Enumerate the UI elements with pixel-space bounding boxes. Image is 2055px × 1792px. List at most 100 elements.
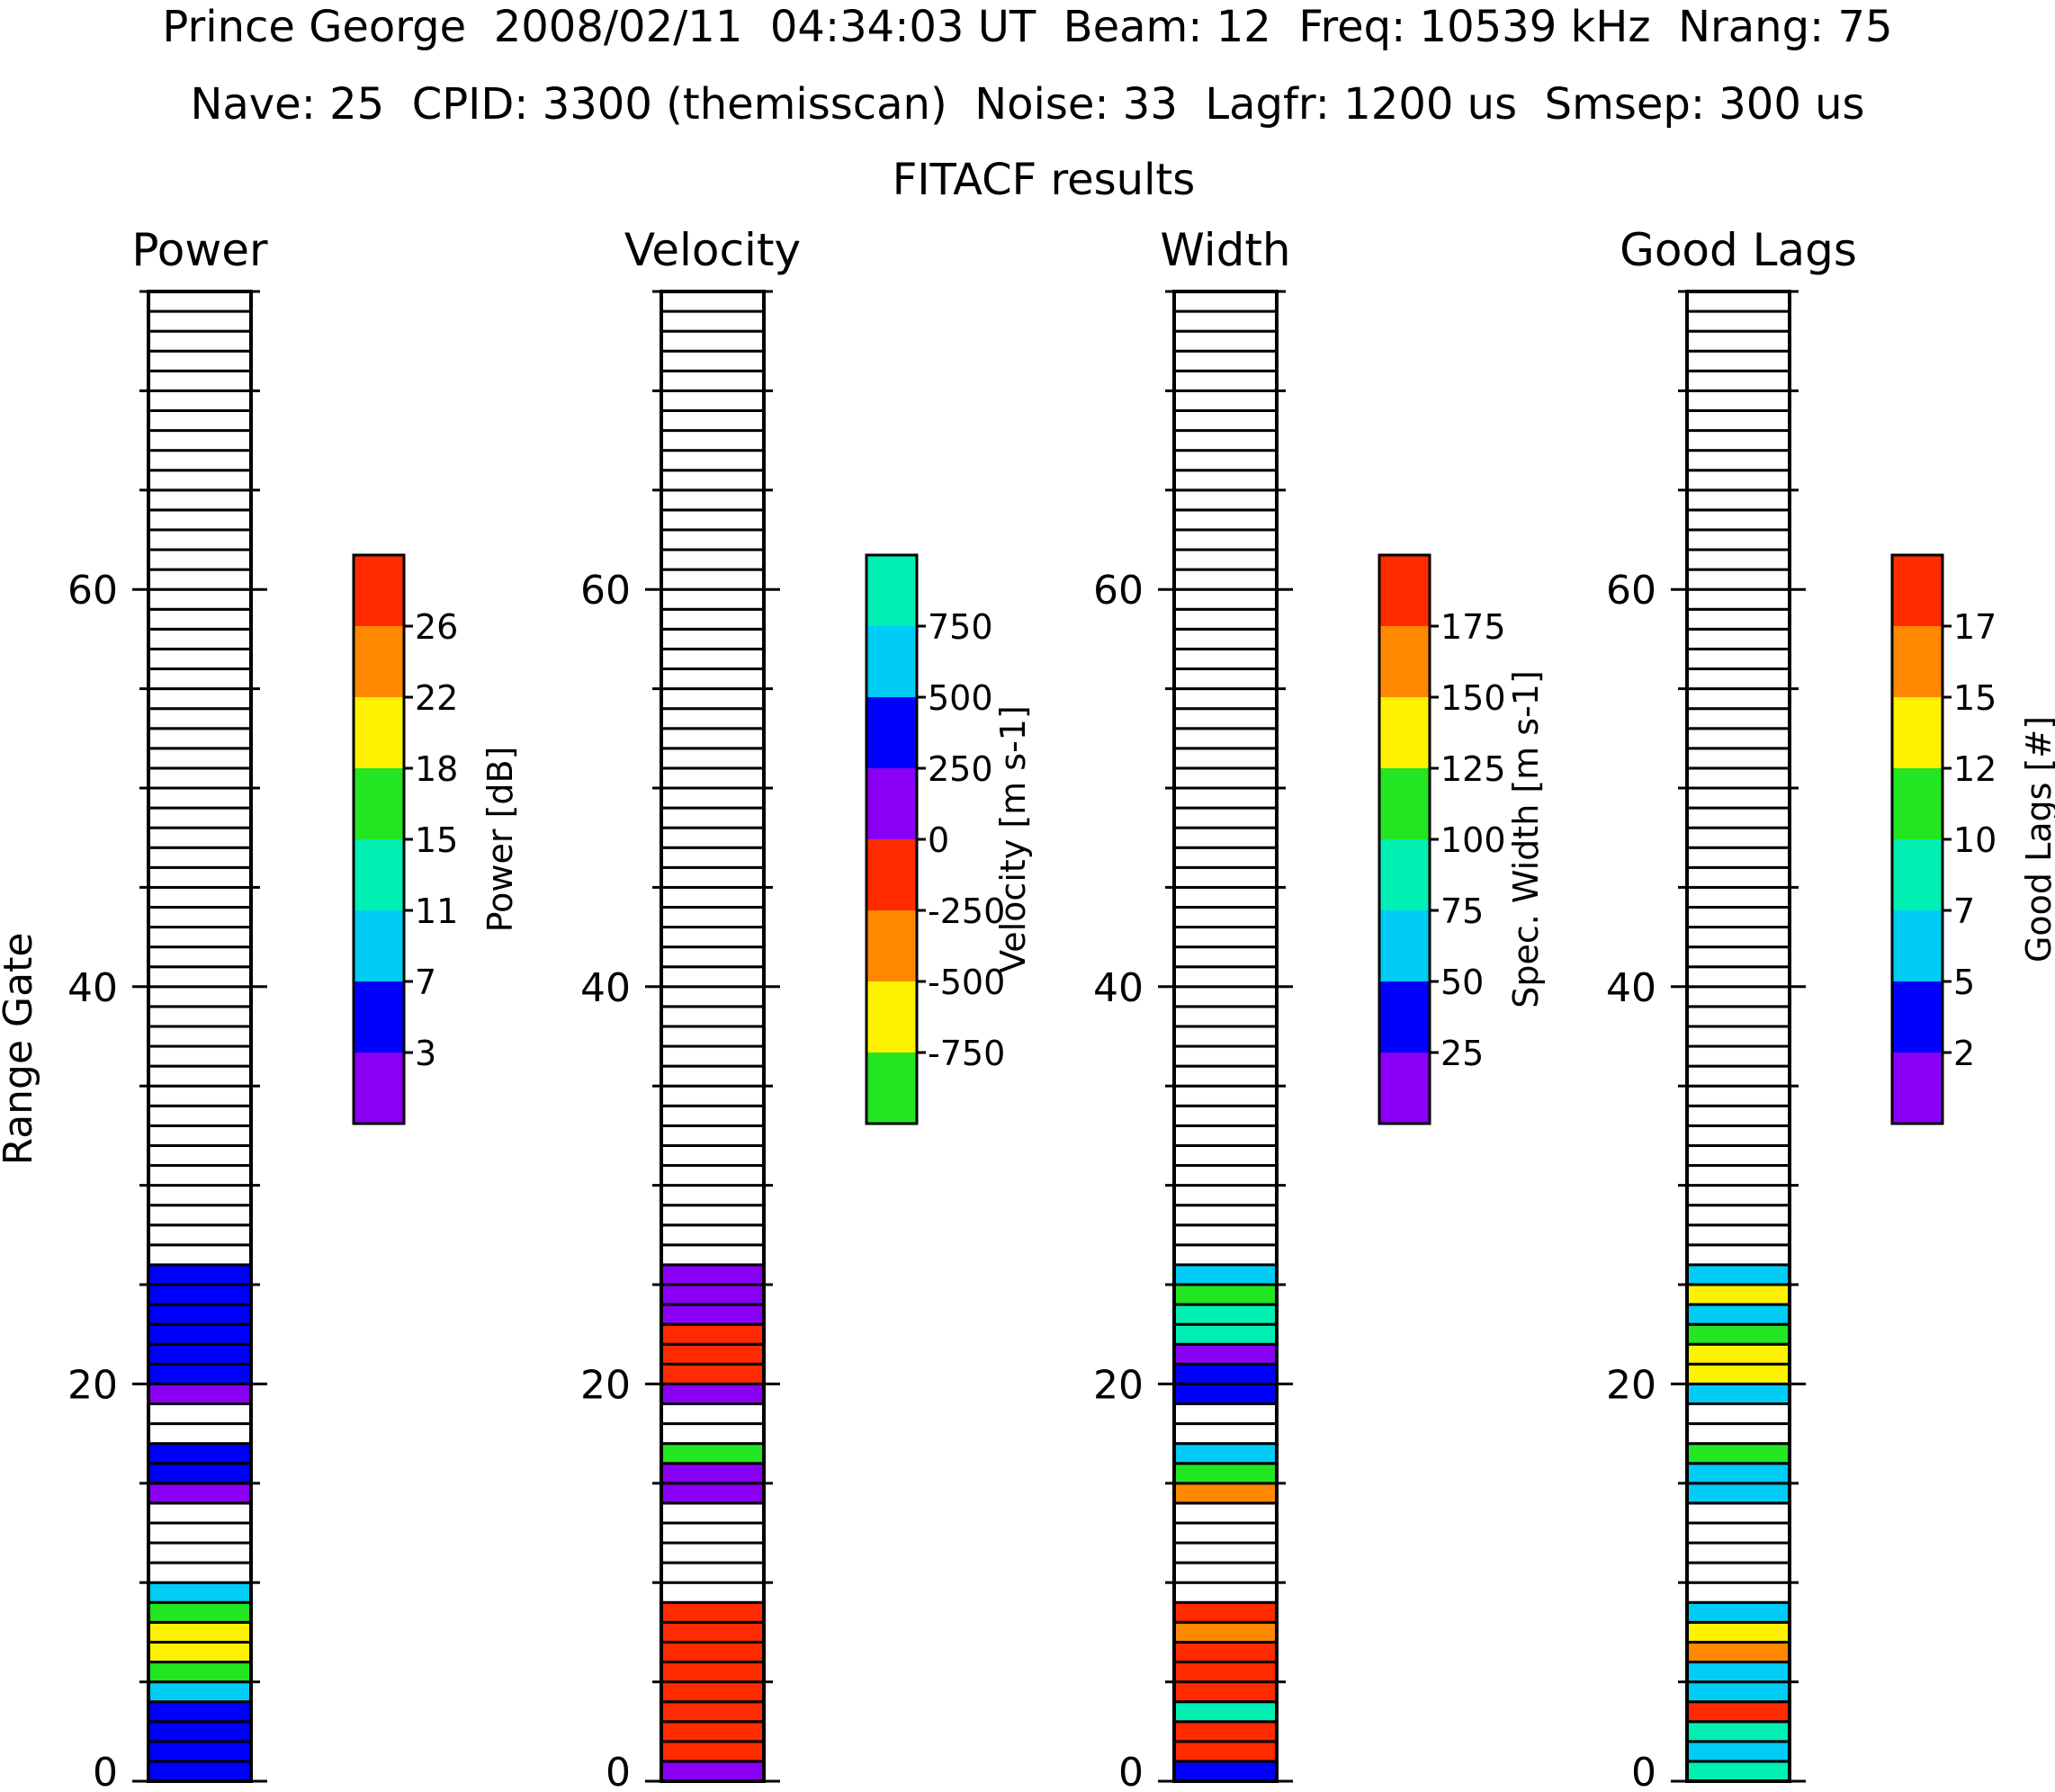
colorbar-tick-label: 7 [415, 963, 436, 1002]
gate-cell [660, 1204, 766, 1227]
gate-cell [660, 766, 766, 790]
gate-cell [660, 1303, 766, 1326]
colorbar-cell [1379, 839, 1430, 910]
gate-cell [1685, 1482, 1791, 1505]
y-tick-label: 40 [580, 965, 631, 1011]
gate-cell [147, 668, 253, 691]
colorbar-cell [354, 839, 404, 910]
colorbar-cell [354, 555, 404, 626]
gate-cell [660, 429, 766, 452]
gate-cell [1685, 548, 1791, 571]
gate-cell [147, 926, 253, 949]
gate-cell [1172, 1164, 1279, 1187]
gate-cell [147, 607, 253, 631]
gate-cell [1685, 369, 1791, 392]
gate-cell [660, 309, 766, 333]
y-tick-label: 40 [1093, 965, 1144, 1011]
gate-cell [147, 568, 253, 591]
gate-cell [1172, 1104, 1279, 1127]
gate-cell [1172, 1700, 1279, 1724]
gate-cell [147, 1124, 253, 1147]
gate-cell [1685, 1025, 1791, 1048]
gate-cell [147, 707, 253, 730]
gate-cell [147, 1680, 253, 1704]
gate-cell [1172, 1084, 1279, 1107]
colorbar-tick-label: 15 [1953, 678, 1997, 718]
gate-cell [1172, 1382, 1279, 1405]
y-tick-label: 0 [606, 1750, 631, 1792]
gate-cell [660, 865, 766, 889]
gate-cell [660, 1620, 766, 1644]
gate-cell [147, 945, 253, 969]
gate-cell [1172, 1661, 1279, 1684]
colorbar-cell [354, 910, 404, 981]
colorbar-tick-label: 11 [415, 892, 458, 931]
gate-cell [147, 965, 253, 989]
gate-cell [1685, 647, 1791, 671]
colorbar-label: Power [dB] [480, 747, 520, 933]
gate-cell [1172, 627, 1279, 650]
gate-cell [147, 1005, 253, 1028]
gate-cell [1172, 1124, 1279, 1147]
gate-cell [1685, 965, 1791, 989]
gate-cell [1685, 1044, 1791, 1068]
colorbar-cell [1892, 697, 1943, 768]
colorbar-cell [354, 626, 404, 697]
panel-power: Power 0 20 40 60 26 22 18 15 11 7 3 Power [dB] [67, 224, 520, 1792]
gate-cell [1172, 1064, 1279, 1088]
colorbar-tick-label: 175 [1440, 607, 1506, 647]
gate-cell [660, 1700, 766, 1724]
gate-cell [1685, 806, 1791, 829]
gate-cell [1685, 290, 1791, 313]
gate-cell [660, 1084, 766, 1107]
colorbar-cell [1892, 768, 1943, 839]
gate-cell [660, 607, 766, 631]
y-tick-label: 20 [1606, 1362, 1656, 1408]
gate-cell [1172, 1541, 1279, 1564]
gate-cell [1172, 1760, 1279, 1783]
gate-cell [1685, 1561, 1791, 1584]
colorbar-cell [1892, 1053, 1943, 1124]
gate-cell [147, 1740, 253, 1763]
gate-cell [660, 1482, 766, 1505]
gate-cell [660, 1760, 766, 1783]
gate-cell [147, 1600, 253, 1624]
header-line-2: Nave: 25 CPID: 3300 (themisscan) Noise: … [190, 79, 1864, 130]
gate-cell [1685, 1263, 1791, 1286]
gate-cell [1172, 349, 1279, 372]
gate-cell [660, 846, 766, 869]
gate-cell [660, 449, 766, 472]
gate-cell [1172, 727, 1279, 750]
gate-cell [660, 1362, 766, 1385]
gate-cell [1685, 389, 1791, 412]
gate-cell [660, 1025, 766, 1048]
header-line-1: Prince George 2008/02/11 04:34:03 UT Bea… [162, 2, 1892, 52]
gate-cell [147, 747, 253, 770]
gate-cell [147, 1620, 253, 1644]
colorbar-tick-label: 250 [928, 749, 993, 789]
gate-cell [1685, 1064, 1791, 1088]
colorbar-tick-label: 150 [1440, 678, 1506, 718]
gate-cell [1685, 349, 1791, 372]
gate-cell [147, 408, 253, 433]
gate-cell [1172, 846, 1279, 869]
gate-cell [660, 349, 766, 372]
y-tick-label: 20 [1093, 1362, 1144, 1408]
gate-cell [660, 1501, 766, 1525]
colorbar-cell [866, 910, 917, 981]
gate-cell [147, 587, 253, 611]
gate-cell [147, 786, 253, 810]
colorbar-cell [1892, 910, 1943, 981]
gate-cell [147, 865, 253, 889]
gate-cell [1172, 806, 1279, 829]
colorbar-cell [866, 555, 917, 626]
gate-cell [1172, 1462, 1279, 1485]
gate-cell [660, 1661, 766, 1684]
gate-cell [1172, 1640, 1279, 1664]
y-tick-label: 20 [580, 1362, 631, 1408]
gate-cell [147, 687, 253, 711]
gate-cell [1172, 1143, 1279, 1168]
gate-cell [147, 1143, 253, 1168]
gate-cell [660, 1263, 766, 1286]
gate-cell [1172, 1283, 1279, 1306]
